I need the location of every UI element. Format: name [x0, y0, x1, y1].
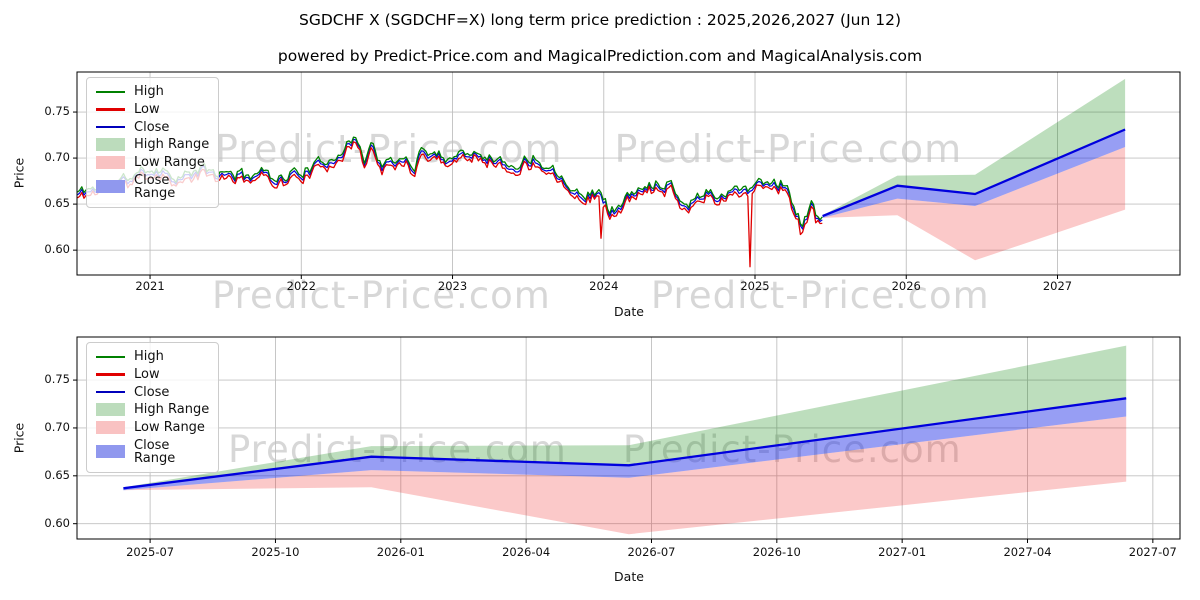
- watermark-text: Predict-Price.com: [212, 274, 551, 317]
- legend-item-label: Low: [134, 366, 160, 382]
- legend-top-chart: High Low Close High Range Low Range Close Ran…: [86, 77, 219, 208]
- legend-item-close: Close: [96, 386, 212, 399]
- watermark-row-bottom-chart: Predict-Price.com Predict-Price.com: [228, 428, 962, 471]
- legend-item-label: Low Range: [134, 154, 205, 170]
- y-axis-label-bottom: Price: [11, 422, 27, 454]
- legend-item-close-range: Close Range: [96, 439, 212, 465]
- watermark-row-axis: Predict-Price.com Predict-Price.com: [212, 274, 990, 317]
- legend-patch-swatch: [96, 420, 125, 434]
- legend-line-swatch: [96, 125, 125, 129]
- legend-patch-swatch: [96, 138, 125, 152]
- legend-item-high: High: [96, 350, 212, 363]
- legend-item-high: High: [96, 85, 212, 98]
- watermark-text: Predict-Price.com: [650, 274, 990, 317]
- legend-patch-swatch: [96, 403, 125, 417]
- legend-item-high-range: High Range: [96, 137, 212, 153]
- watermark-text: Predict-Price.com: [614, 127, 963, 171]
- legend-line-swatch: [96, 108, 125, 111]
- legend-bottom-chart: High Low Close High Range Low Range Close Ran…: [86, 342, 219, 473]
- legend-item-label: High: [134, 349, 164, 365]
- legend-item-high-range: High Range: [96, 402, 212, 418]
- watermark-text: Predict-Price.com: [228, 428, 567, 471]
- legend-item-close-range: Close Range: [96, 174, 212, 200]
- watermark-row-top-chart: Predict-Price.com Predict-Price.com: [215, 127, 962, 171]
- legend-item-label: Close Range: [134, 172, 176, 201]
- legend-item-label: Low: [134, 101, 160, 117]
- legend-patch-swatch: [96, 155, 125, 169]
- legend-item-label: High: [134, 84, 164, 100]
- page-subtitle: powered by Predict-Price.com and Magical…: [277, 47, 923, 65]
- legend-item-label: Close: [134, 119, 170, 135]
- legend-item-label: Low Range: [134, 419, 205, 435]
- legend-item-low: Low: [96, 103, 212, 116]
- legend-item-close: Close: [96, 121, 212, 134]
- legend-item-label: High Range: [134, 137, 210, 153]
- legend-line-swatch: [96, 390, 125, 394]
- legend-item-label: Close: [134, 384, 170, 400]
- page-title: SGDCHF X (SGDCHF=X) long term price pred…: [298, 11, 901, 29]
- legend-item-low-range: Low Range: [96, 419, 212, 435]
- legend-patch-swatch: [96, 445, 125, 459]
- watermark-text: Predict-Price.com: [215, 127, 563, 171]
- legend-item-low-range: Low Range: [96, 154, 212, 170]
- x-axis-label-bottom: Date: [614, 569, 644, 584]
- legend-line-swatch: [96, 90, 125, 94]
- legend-line-swatch: [96, 355, 125, 359]
- legend-line-swatch: [96, 373, 125, 376]
- legend-item-label: High Range: [134, 402, 210, 418]
- legend-item-label: Close Range: [134, 437, 176, 466]
- watermark-text: Predict-Price.com: [623, 428, 962, 471]
- y-axis-label-top: Price: [11, 157, 27, 189]
- legend-patch-swatch: [96, 180, 125, 194]
- x-axis-label-top: Date: [614, 304, 644, 319]
- legend-item-low: Low: [96, 368, 212, 381]
